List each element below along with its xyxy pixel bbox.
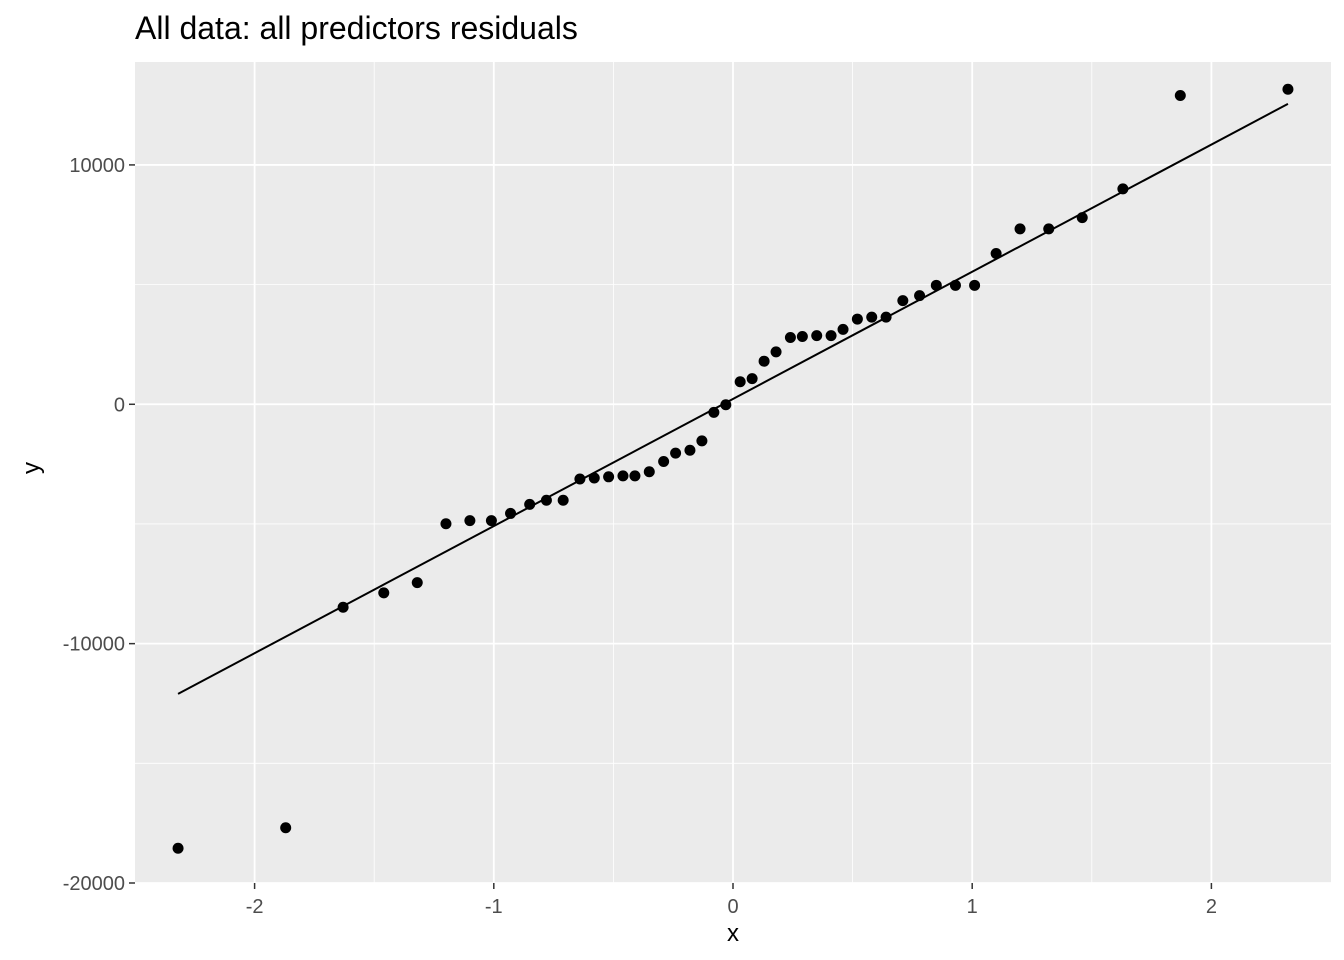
- data-point: [720, 399, 732, 411]
- y-tick-label: 0: [114, 394, 125, 416]
- data-point: [897, 295, 909, 307]
- y-axis-title: y: [18, 462, 45, 474]
- data-point: [837, 323, 849, 335]
- reference-line: [177, 103, 1289, 695]
- data-point: [746, 373, 758, 385]
- data-point: [411, 577, 423, 589]
- x-tick-label: 0: [727, 896, 738, 918]
- data-point: [464, 515, 476, 527]
- data-point: [588, 472, 600, 484]
- data-point: [1076, 212, 1088, 224]
- data-point: [280, 822, 292, 834]
- y-tick-label: 10000: [69, 155, 125, 177]
- data-point: [784, 332, 796, 344]
- data-point: [485, 515, 497, 527]
- data-point: [603, 471, 615, 483]
- data-point: [378, 587, 390, 599]
- major-gridlines: [135, 62, 1331, 884]
- data-point: [617, 470, 629, 482]
- data-point: [1014, 223, 1026, 235]
- reference-line-group: [177, 103, 1289, 695]
- data-point: [990, 247, 1002, 259]
- x-tick-label: 1: [967, 896, 978, 918]
- data-point: [930, 279, 942, 291]
- x-tick-label: -2: [246, 896, 264, 918]
- data-point: [758, 355, 770, 367]
- data-point: [734, 376, 746, 388]
- data-point: [1043, 223, 1055, 235]
- data-point: [866, 311, 878, 323]
- data-points: [172, 83, 1294, 854]
- data-point: [557, 494, 569, 506]
- x-tick-label: -1: [485, 896, 503, 918]
- y-tick-label: -10000: [63, 634, 125, 656]
- data-point: [540, 494, 552, 506]
- data-point: [880, 311, 892, 323]
- data-point: [796, 331, 808, 343]
- data-point: [1117, 183, 1129, 195]
- x-axis-ticks: -2 -1 0 1 2: [246, 883, 1217, 918]
- data-point: [1282, 83, 1294, 95]
- data-point: [811, 330, 823, 342]
- data-point: [172, 842, 184, 854]
- chart-title: All data: all predictors residuals: [135, 10, 578, 46]
- data-point: [574, 473, 586, 485]
- data-point: [696, 435, 708, 447]
- data-point: [337, 601, 349, 613]
- data-point: [825, 330, 837, 342]
- data-point: [505, 507, 517, 519]
- data-point: [770, 346, 782, 358]
- data-point: [629, 470, 641, 482]
- data-point: [684, 444, 696, 456]
- data-point: [1174, 90, 1186, 102]
- data-point: [851, 313, 863, 325]
- y-axis-ticks: -20000 -10000 0 10000: [63, 155, 135, 895]
- data-point: [949, 279, 961, 291]
- data-point: [914, 290, 926, 302]
- data-point: [670, 447, 682, 459]
- y-tick-label: -20000: [63, 873, 125, 895]
- data-point: [658, 455, 670, 467]
- data-point: [440, 518, 452, 530]
- x-axis-title: x: [727, 920, 739, 947]
- data-point: [708, 406, 720, 418]
- x-tick-label: 2: [1206, 896, 1217, 918]
- data-point: [524, 498, 536, 510]
- data-point: [969, 279, 981, 291]
- data-point: [643, 466, 655, 478]
